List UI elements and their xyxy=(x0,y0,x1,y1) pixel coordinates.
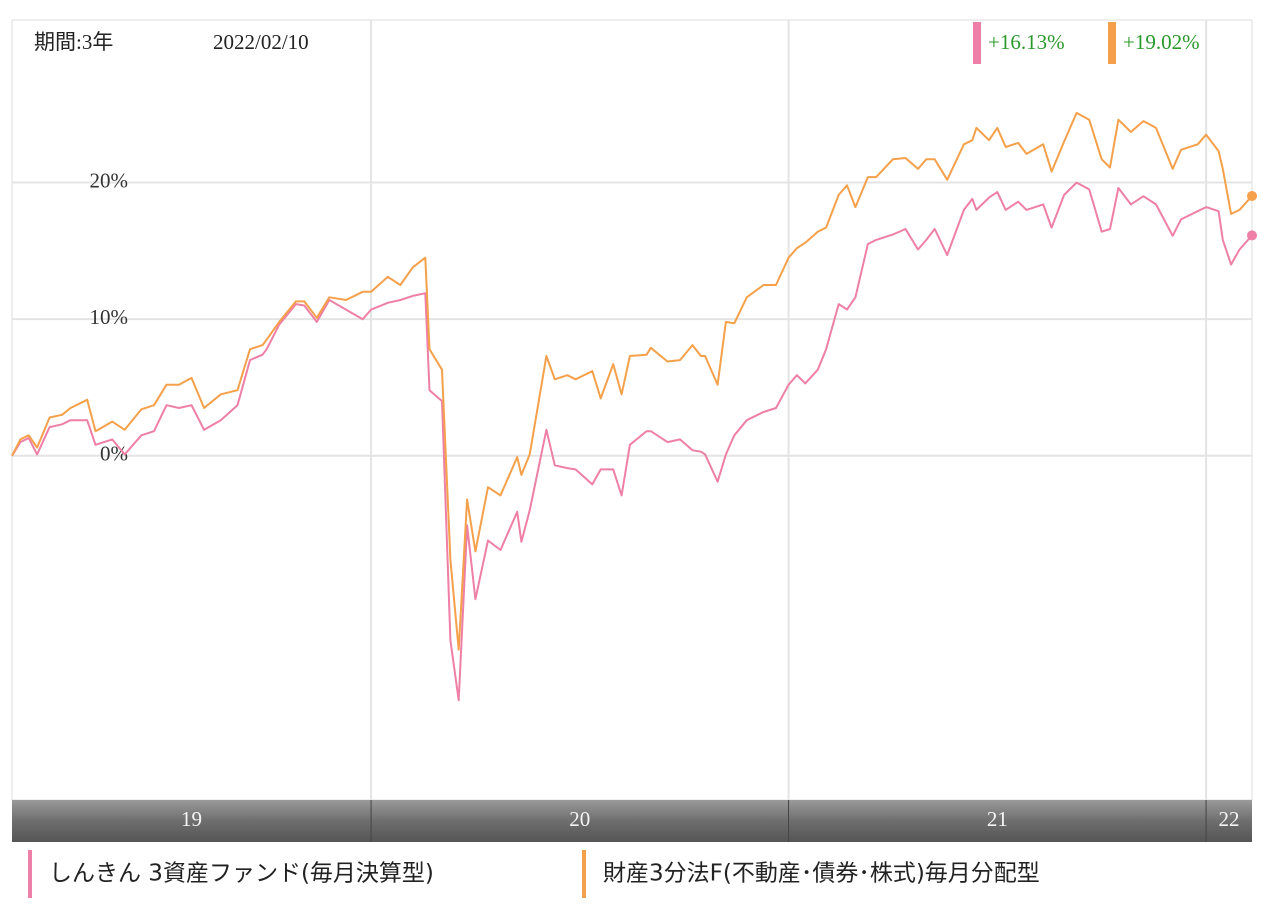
chip xyxy=(1108,22,1116,64)
legend-label: しんきん 3資産ファンド(毎月決算型) xyxy=(49,861,434,887)
period-label: 期間:3年 xyxy=(34,30,113,54)
end-label: +16.13% xyxy=(988,30,1065,54)
year-label: 21 xyxy=(987,807,1008,831)
legend-swatch xyxy=(28,850,32,898)
series-line xyxy=(11,111,1253,651)
y-tick-label: 10% xyxy=(90,305,129,329)
y-tick-label: 20% xyxy=(90,168,129,192)
legend-label: 財産3分法F(不動産･債券･株式)毎月分配型 xyxy=(603,861,1040,887)
chip xyxy=(973,22,981,64)
year-label: 19 xyxy=(181,807,202,831)
year-band xyxy=(12,800,1252,842)
legend-swatch xyxy=(582,850,586,898)
date-label: 2022/02/10 xyxy=(213,30,309,54)
series-line xyxy=(11,181,1253,702)
end-point xyxy=(1247,230,1257,241)
year-label: 20 xyxy=(569,807,590,831)
end-point xyxy=(1247,190,1257,201)
end-label: +19.02% xyxy=(1123,30,1200,54)
year-label: 22 xyxy=(1219,807,1240,831)
